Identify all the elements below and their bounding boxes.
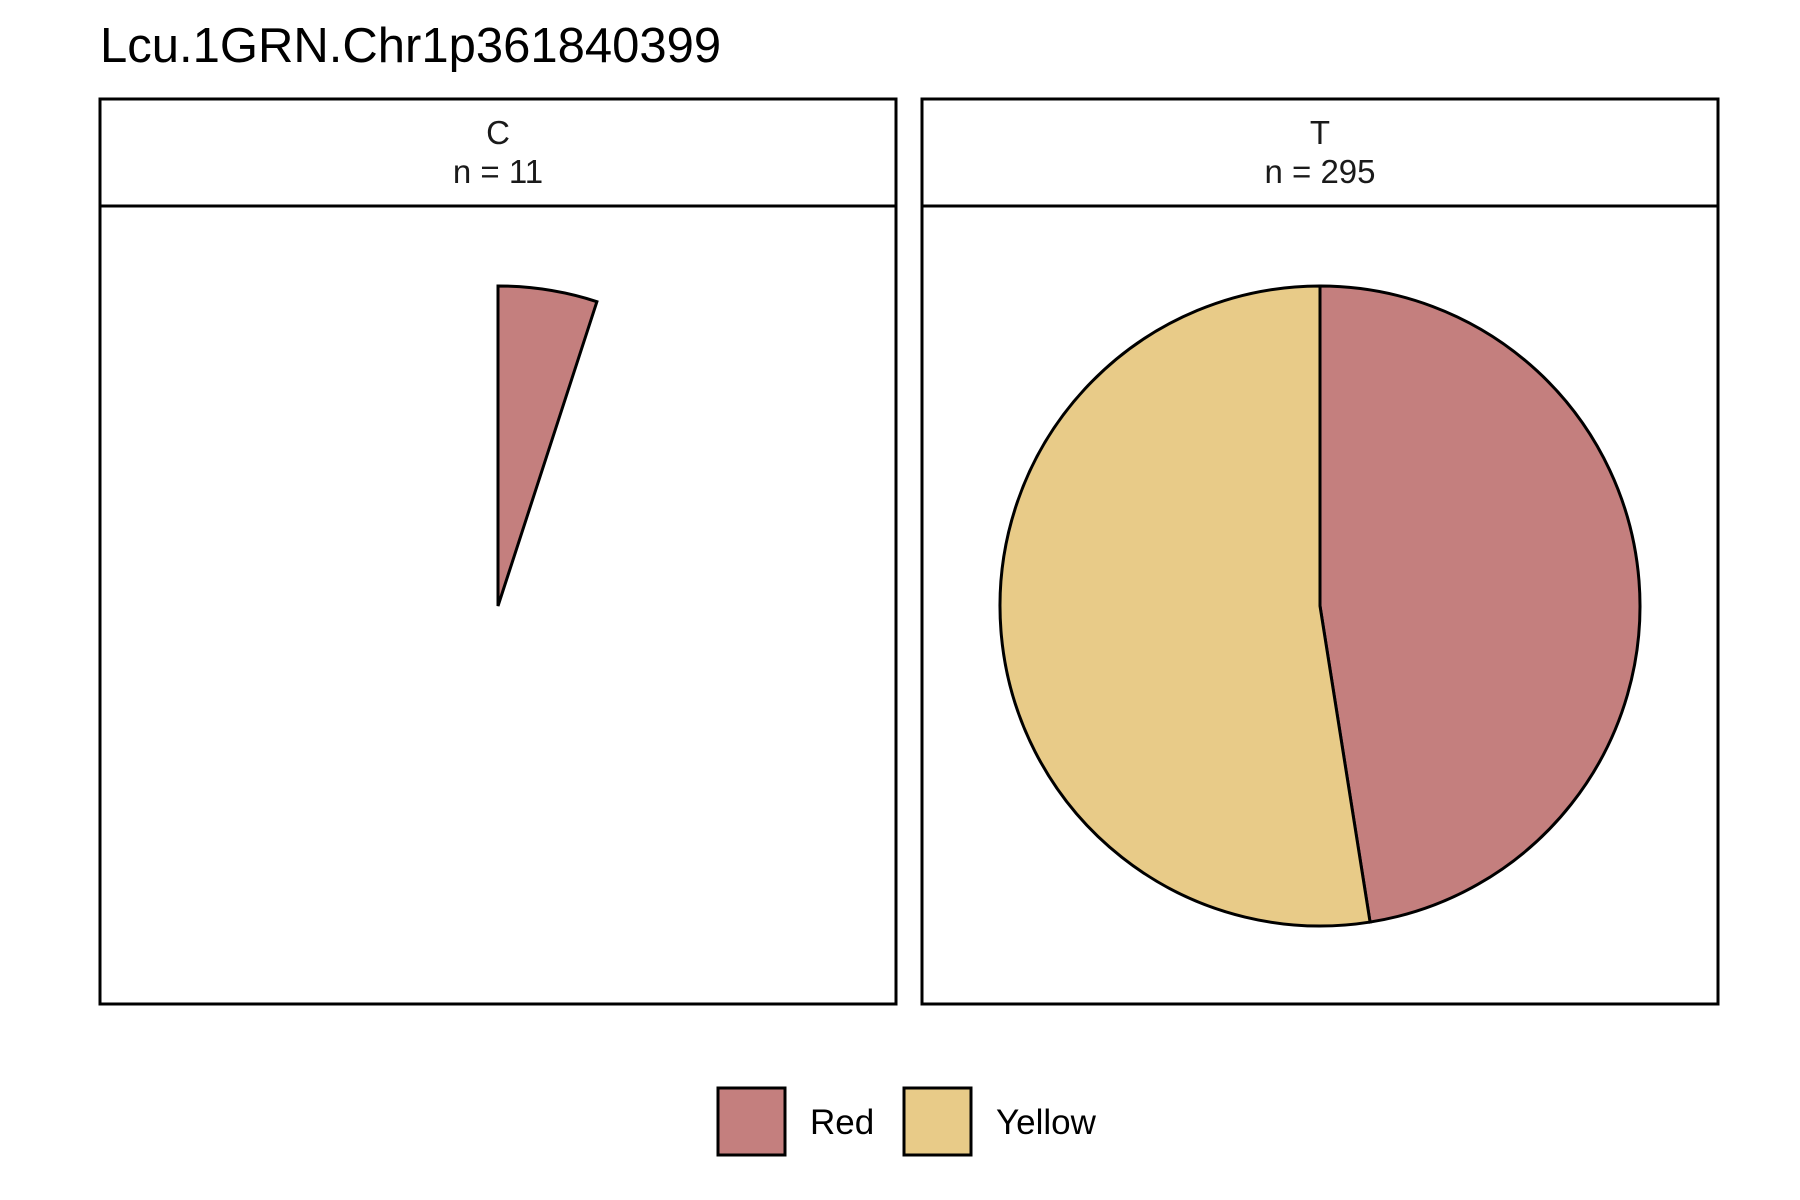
legend-label-red: Red — [810, 1103, 874, 1142]
strip-box-t — [920, 97, 1720, 208]
panel-c: C n = 11 — [98, 97, 898, 1006]
pie-slice-yellow — [998, 284, 1372, 928]
legend-key-yellow — [902, 1086, 973, 1157]
chart-title: Lcu.1GRN.Chr1p361840399 — [100, 19, 721, 73]
strip-label-c: C — [486, 114, 510, 151]
strip-n-t: n = 295 — [1264, 153, 1375, 190]
legend-key-red — [716, 1086, 787, 1157]
panel-t: T n = 295 — [920, 97, 1720, 1006]
pie-slice-red — [496, 284, 599, 607]
strip-box-c — [98, 97, 898, 208]
legend: Red Yellow — [716, 1086, 1097, 1157]
strip-n-c: n = 11 — [453, 153, 543, 190]
strip-label-t: T — [1310, 114, 1330, 151]
pie-slice-red — [1318, 284, 1642, 924]
pie-t — [998, 284, 1642, 928]
legend-label-yellow: Yellow — [996, 1103, 1097, 1142]
pie-c — [496, 284, 599, 607]
